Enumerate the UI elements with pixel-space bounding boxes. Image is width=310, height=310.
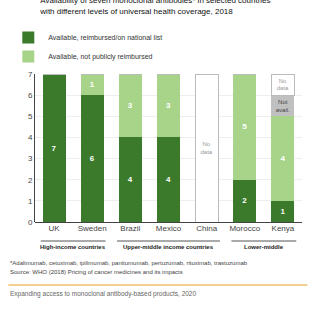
svg-text:*Adalimumab, cetuximab, ipilim: *Adalimumab, cetuximab, ipilimumab, pani… [10,260,248,266]
svg-text:3: 3 [28,154,33,163]
svg-text:1: 1 [90,80,95,89]
svg-text:Upper-middle income countries: Upper-middle income countries [123,244,214,250]
svg-text:High-income countries: High-income countries [40,244,106,250]
svg-text:Brazil: Brazil [120,224,140,233]
svg-text:3: 3 [166,101,171,110]
svg-text:Nodata: Nodata [200,141,212,155]
svg-text:Available, reimbursed/on natio: Available, reimbursed/on national list [48,34,162,41]
svg-text:6: 6 [28,91,33,100]
svg-text:5: 5 [28,112,33,121]
svg-text:Expanding access to monoclonal: Expanding access to monoclonal antibody-… [10,290,196,298]
svg-text:1: 1 [280,207,285,216]
svg-text:4: 4 [128,175,133,184]
svg-text:China: China [196,224,217,233]
svg-text:1: 1 [28,197,33,206]
svg-text:4: 4 [166,175,171,184]
svg-text:0: 0 [28,218,33,227]
svg-text:Lower-middle: Lower-middle [244,244,284,250]
svg-text:Kenya: Kenya [272,224,295,233]
svg-text:7: 7 [52,144,57,153]
svg-text:Available, not publicly reimbu: Available, not publicly reimbursed [48,53,152,61]
svg-text:Notavail.: Notavail. [276,99,290,113]
svg-text:Availability of seven monoclon: Availability of seven monoclonal antibod… [39,0,270,15]
svg-text:Source: WHO (2018) Pricing of: Source: WHO (2018) Pricing of cancer med… [10,269,183,275]
svg-text:7: 7 [28,70,33,79]
svg-text:Mexico: Mexico [156,224,182,233]
svg-text:2: 2 [242,196,247,205]
svg-text:Sweden: Sweden [78,224,107,233]
svg-text:6: 6 [90,154,95,163]
svg-text:4: 4 [28,133,33,142]
svg-text:Morocco: Morocco [229,224,260,233]
svg-text:3: 3 [128,101,133,110]
svg-text:UK: UK [49,224,61,233]
svg-text:2: 2 [28,176,33,185]
svg-text:5: 5 [242,122,247,131]
svg-text:Nodata: Nodata [277,78,289,92]
svg-text:4: 4 [280,154,285,163]
